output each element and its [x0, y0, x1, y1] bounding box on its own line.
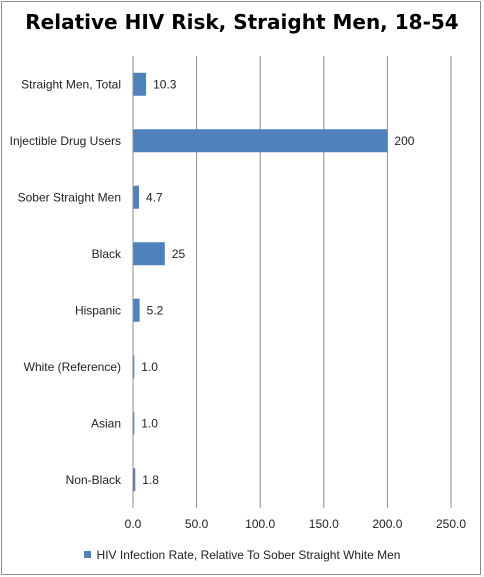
- bar: [133, 298, 140, 322]
- category-labels: Straight Men, Total Injectible Drug Users…: [10, 77, 122, 487]
- category-label: Hispanic: [75, 303, 121, 317]
- category-label: White (Reference): [24, 360, 121, 374]
- bar: [133, 129, 388, 153]
- data-label: 1.8: [142, 473, 159, 487]
- gridlines: [196, 56, 452, 508]
- bar: [133, 242, 165, 266]
- category-label: Asian: [91, 416, 121, 430]
- category-label: Non-Black: [66, 473, 122, 487]
- x-tick-label: 50.0: [185, 517, 209, 531]
- legend: HIV Infection Rate, Relative To Sober St…: [0, 548, 484, 562]
- data-label: 10.3: [153, 77, 177, 91]
- bar: [133, 185, 139, 209]
- x-axis-tick-labels: 0.0 50.0 100.0 150.0 200.0 250.0: [125, 517, 467, 531]
- x-tick-label: 0.0: [125, 517, 142, 531]
- data-label: 5.2: [147, 303, 164, 317]
- legend-swatch: [83, 551, 91, 559]
- data-label: 200: [394, 134, 414, 148]
- x-tick-label: 100.0: [245, 517, 275, 531]
- x-tick-label: 200.0: [372, 517, 402, 531]
- value-labels: 10.3 200 4.7 25 5.2 1.0 1.0 1.8: [141, 77, 414, 487]
- bar: [133, 355, 135, 379]
- legend-label: HIV Infection Rate, Relative To Sober St…: [96, 548, 401, 562]
- bar: [133, 72, 147, 96]
- data-label: 1.0: [141, 416, 158, 430]
- category-label: Black: [92, 247, 122, 261]
- data-label: 25: [172, 247, 186, 261]
- x-tick-label: 250.0: [436, 517, 466, 531]
- data-label: 4.7: [146, 190, 163, 204]
- category-label: Injectible Drug Users: [10, 134, 121, 148]
- chart-title: Relative HIV Risk, Straight Men, 18-54: [25, 10, 459, 34]
- category-label: Sober Straight Men: [18, 190, 121, 204]
- bar: [133, 411, 135, 435]
- bars: [133, 72, 388, 492]
- x-tick-label: 150.0: [309, 517, 339, 531]
- category-label: Straight Men, Total: [21, 77, 121, 91]
- bar: [133, 468, 136, 492]
- data-label: 1.0: [141, 360, 158, 374]
